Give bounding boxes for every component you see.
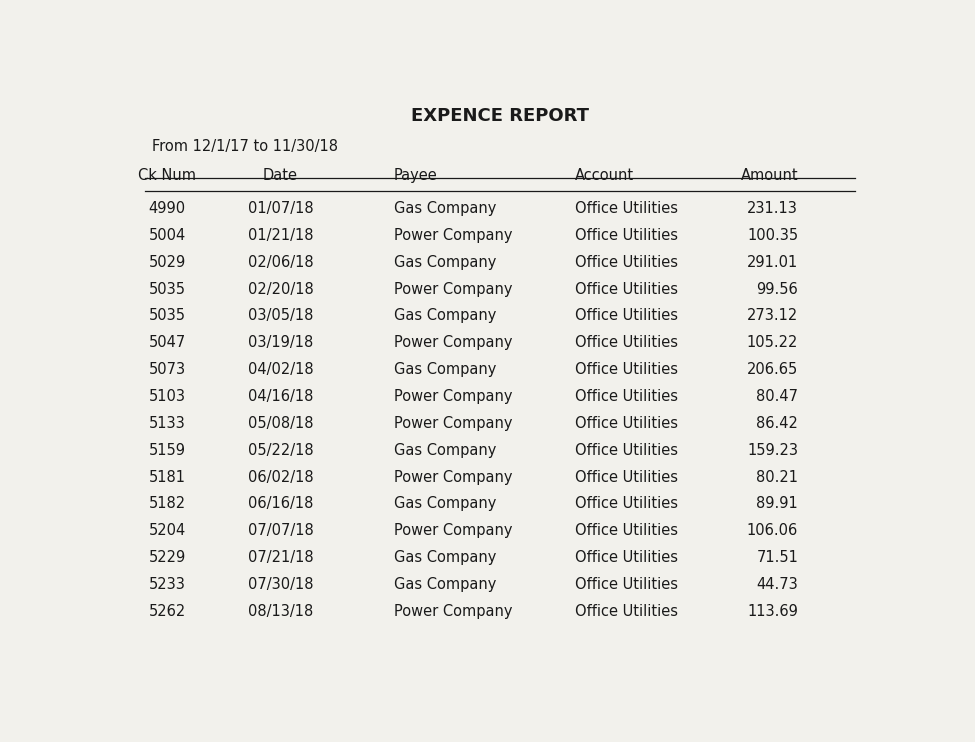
Text: Power Company: Power Company xyxy=(394,416,513,431)
Text: 71.51: 71.51 xyxy=(757,550,799,565)
Text: 05/22/18: 05/22/18 xyxy=(248,443,313,458)
Text: Account: Account xyxy=(575,168,635,183)
Text: Office Utilities: Office Utilities xyxy=(575,228,679,243)
Text: Power Company: Power Company xyxy=(394,389,513,404)
Text: Office Utilities: Office Utilities xyxy=(575,550,679,565)
Text: EXPENCE REPORT: EXPENCE REPORT xyxy=(410,108,589,125)
Text: Office Utilities: Office Utilities xyxy=(575,443,679,458)
Text: 231.13: 231.13 xyxy=(747,201,799,216)
Text: 100.35: 100.35 xyxy=(747,228,799,243)
Text: 07/07/18: 07/07/18 xyxy=(248,523,313,538)
Text: Power Company: Power Company xyxy=(394,604,513,619)
Text: 273.12: 273.12 xyxy=(747,309,799,324)
Text: Power Company: Power Company xyxy=(394,470,513,485)
Text: Gas Company: Gas Company xyxy=(394,443,496,458)
Text: 5204: 5204 xyxy=(148,523,186,538)
Text: 5035: 5035 xyxy=(149,281,185,297)
Text: Office Utilities: Office Utilities xyxy=(575,362,679,377)
Text: 02/06/18: 02/06/18 xyxy=(248,255,313,270)
Text: 04/16/18: 04/16/18 xyxy=(248,389,313,404)
Text: Gas Company: Gas Company xyxy=(394,550,496,565)
Text: 89.91: 89.91 xyxy=(757,496,799,511)
Text: Date: Date xyxy=(263,168,298,183)
Text: 05/08/18: 05/08/18 xyxy=(248,416,313,431)
Text: 5133: 5133 xyxy=(149,416,185,431)
Text: From 12/1/17 to 11/30/18: From 12/1/17 to 11/30/18 xyxy=(152,139,338,154)
Text: Office Utilities: Office Utilities xyxy=(575,335,679,350)
Text: 105.22: 105.22 xyxy=(747,335,799,350)
Text: Office Utilities: Office Utilities xyxy=(575,470,679,485)
Text: 03/19/18: 03/19/18 xyxy=(248,335,313,350)
Text: 01/21/18: 01/21/18 xyxy=(248,228,313,243)
Text: Gas Company: Gas Company xyxy=(394,496,496,511)
Text: 159.23: 159.23 xyxy=(747,443,799,458)
Text: 06/02/18: 06/02/18 xyxy=(248,470,313,485)
Text: Office Utilities: Office Utilities xyxy=(575,416,679,431)
Text: Power Company: Power Company xyxy=(394,335,513,350)
Text: 5181: 5181 xyxy=(149,470,185,485)
Text: 02/20/18: 02/20/18 xyxy=(248,281,313,297)
Text: Office Utilities: Office Utilities xyxy=(575,281,679,297)
Text: 99.56: 99.56 xyxy=(757,281,799,297)
Text: 5073: 5073 xyxy=(148,362,186,377)
Text: Gas Company: Gas Company xyxy=(394,255,496,270)
Text: Ck Num: Ck Num xyxy=(138,168,196,183)
Text: Gas Company: Gas Company xyxy=(394,201,496,216)
Text: Power Company: Power Company xyxy=(394,281,513,297)
Text: 5229: 5229 xyxy=(148,550,186,565)
Text: 113.69: 113.69 xyxy=(747,604,799,619)
Text: 01/07/18: 01/07/18 xyxy=(248,201,313,216)
Text: Amount: Amount xyxy=(741,168,799,183)
Text: Office Utilities: Office Utilities xyxy=(575,496,679,511)
Text: 07/21/18: 07/21/18 xyxy=(248,550,313,565)
Text: Office Utilities: Office Utilities xyxy=(575,523,679,538)
Text: 5035: 5035 xyxy=(149,309,185,324)
Text: Payee: Payee xyxy=(394,168,438,183)
Text: 5182: 5182 xyxy=(148,496,186,511)
Text: Office Utilities: Office Utilities xyxy=(575,389,679,404)
Text: 5029: 5029 xyxy=(148,255,186,270)
Text: Gas Company: Gas Company xyxy=(394,577,496,592)
Text: 5262: 5262 xyxy=(148,604,186,619)
Text: 5004: 5004 xyxy=(148,228,186,243)
Text: 80.47: 80.47 xyxy=(757,389,799,404)
Text: Gas Company: Gas Company xyxy=(394,309,496,324)
Text: 106.06: 106.06 xyxy=(747,523,799,538)
Text: 206.65: 206.65 xyxy=(747,362,799,377)
Text: 5159: 5159 xyxy=(149,443,185,458)
Text: 08/13/18: 08/13/18 xyxy=(248,604,313,619)
Text: 44.73: 44.73 xyxy=(757,577,799,592)
Text: 4990: 4990 xyxy=(148,201,186,216)
Text: Office Utilities: Office Utilities xyxy=(575,255,679,270)
Text: Power Company: Power Company xyxy=(394,228,513,243)
Text: Gas Company: Gas Company xyxy=(394,362,496,377)
Text: 04/02/18: 04/02/18 xyxy=(248,362,313,377)
Text: 03/05/18: 03/05/18 xyxy=(248,309,313,324)
Text: 07/30/18: 07/30/18 xyxy=(248,577,313,592)
Text: Office Utilities: Office Utilities xyxy=(575,577,679,592)
Text: Office Utilities: Office Utilities xyxy=(575,309,679,324)
Text: Power Company: Power Company xyxy=(394,523,513,538)
Text: 291.01: 291.01 xyxy=(747,255,799,270)
Text: 5047: 5047 xyxy=(148,335,186,350)
Text: 80.21: 80.21 xyxy=(757,470,799,485)
Text: 5233: 5233 xyxy=(149,577,185,592)
Text: 86.42: 86.42 xyxy=(757,416,799,431)
Text: Office Utilities: Office Utilities xyxy=(575,604,679,619)
Text: Office Utilities: Office Utilities xyxy=(575,201,679,216)
Text: 06/16/18: 06/16/18 xyxy=(248,496,313,511)
Text: 5103: 5103 xyxy=(149,389,185,404)
